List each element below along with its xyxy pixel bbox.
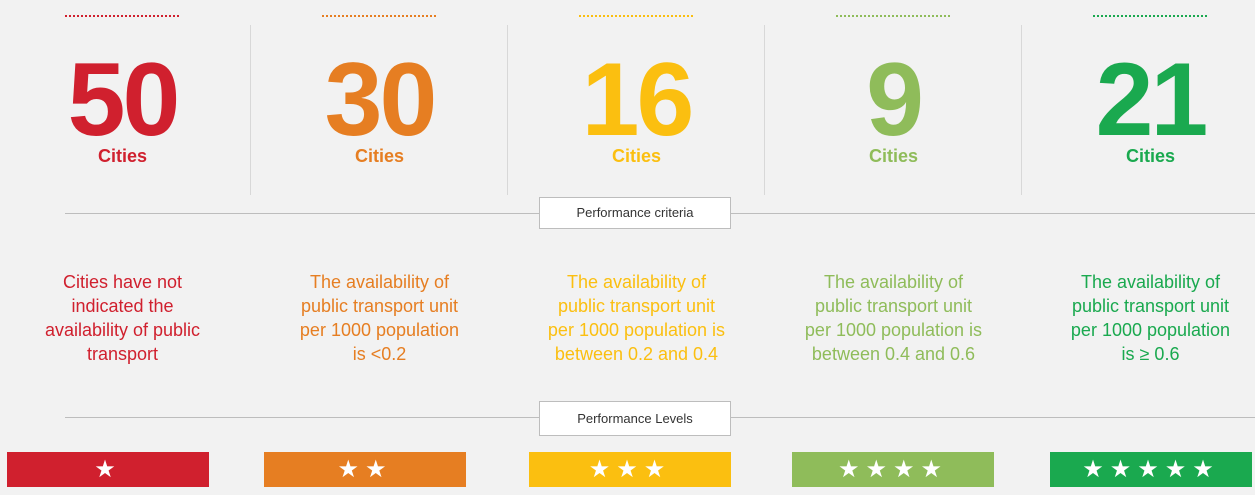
count-unit: Cities: [354, 146, 405, 166]
description-line: availability of public: [44, 320, 201, 340]
star-bar: ★★★: [529, 452, 731, 487]
description-line: public transport unit: [814, 296, 973, 316]
description-line: is ≥ 0.6: [1121, 344, 1180, 364]
description-line: The availability of: [309, 272, 450, 292]
count: 30: [324, 42, 438, 158]
column-separator: [764, 25, 765, 195]
count-unit: Cities: [611, 146, 662, 166]
description: The availability of public transport unit…: [768, 270, 1019, 366]
count: 21: [1095, 42, 1209, 158]
column-separator: [507, 25, 508, 195]
count-unit: Cities: [868, 146, 919, 166]
column-separator: [250, 25, 251, 195]
description-line: per 1000 population is: [804, 320, 983, 340]
count: 9: [866, 42, 924, 158]
description: The availability of public transport unit…: [254, 270, 505, 366]
levels-label: Performance Levels: [539, 401, 731, 436]
description-line: Cities have not: [62, 272, 183, 292]
description-line: transport: [86, 344, 159, 364]
count: 50: [67, 42, 181, 158]
description-line: public transport unit: [557, 296, 716, 316]
description-line: public transport unit: [1071, 296, 1230, 316]
description-line: The availability of: [1080, 272, 1221, 292]
dotted-rule: [1093, 15, 1207, 17]
description-line: The availability of: [566, 272, 707, 292]
star-bar: ★: [7, 452, 209, 487]
description-line: indicated the: [71, 296, 174, 316]
description-line: per 1000 population: [299, 320, 460, 340]
description: The availability of public transport unit…: [511, 270, 762, 366]
column-separator: [1021, 25, 1022, 195]
star-bar: ★★: [264, 452, 466, 487]
count-unit: Cities: [1125, 146, 1176, 166]
description-line: is <0.2: [352, 344, 407, 364]
description: Cities have not indicated the availability…: [0, 270, 248, 366]
dotted-rule: [836, 15, 950, 17]
description-line: between 0.2 and 0.4: [554, 344, 719, 364]
dotted-rule: [322, 15, 436, 17]
description: The availability of public transport unit…: [1025, 270, 1255, 366]
description-line: The availability of: [823, 272, 964, 292]
count: 16: [581, 42, 695, 158]
dotted-rule: [579, 15, 693, 17]
star-bar: ★★★★: [792, 452, 994, 487]
dotted-rule: [65, 15, 179, 17]
description-line: between 0.4 and 0.6: [811, 344, 976, 364]
description-line: per 1000 population is: [547, 320, 726, 340]
description-line: public transport unit: [300, 296, 459, 316]
star-bar: ★★★★★: [1050, 452, 1252, 487]
count-unit: Cities: [97, 146, 148, 166]
criteria-label: Performance criteria: [539, 197, 731, 229]
description-line: per 1000 population: [1070, 320, 1231, 340]
